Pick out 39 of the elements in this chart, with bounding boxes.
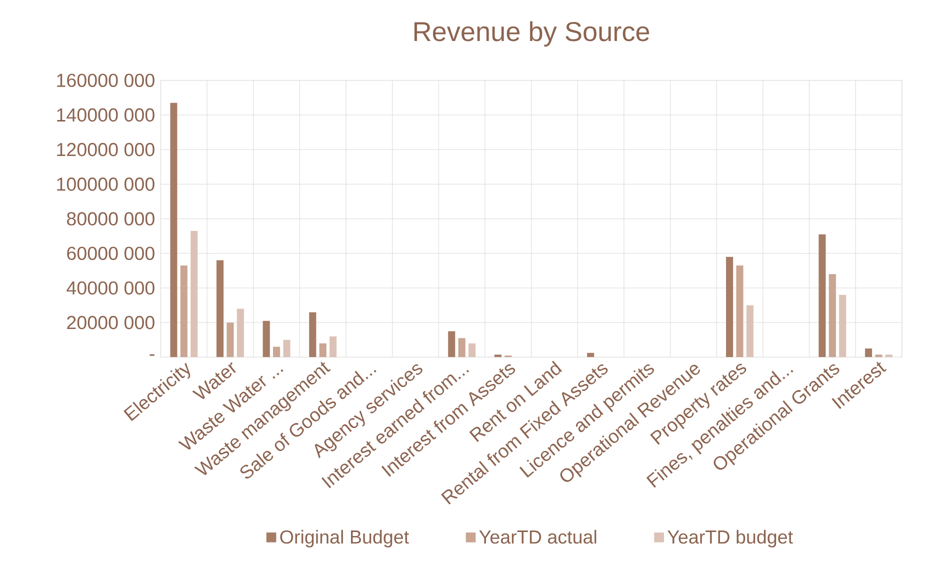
y-tick-label: 60000 000 xyxy=(67,246,154,260)
legend-label: YearTD actual xyxy=(479,530,596,544)
chart-title: Revenue by Source xyxy=(414,21,650,47)
bar xyxy=(190,230,198,358)
bar xyxy=(494,354,502,358)
y-tick-label: 160000 000 xyxy=(57,74,154,88)
bar xyxy=(170,102,178,358)
y-tick-label: 20000 000 xyxy=(67,316,154,330)
y-tick-label: - xyxy=(150,354,154,356)
bar xyxy=(828,274,836,358)
y-tick-label: 40000 000 xyxy=(66,281,154,295)
bar xyxy=(226,322,234,358)
bar xyxy=(736,266,744,358)
y-tick-label: 80000 000 xyxy=(66,212,154,226)
bar xyxy=(458,338,466,358)
bar xyxy=(180,266,188,358)
bar xyxy=(587,352,594,358)
bar xyxy=(262,320,270,358)
bar xyxy=(273,346,280,358)
bar xyxy=(283,340,290,358)
legend-label: YearTD budget xyxy=(668,530,793,548)
bar xyxy=(726,256,734,358)
y-tick-label: 100000 000 xyxy=(57,178,154,191)
bar xyxy=(236,308,244,358)
bar xyxy=(839,294,846,358)
y-tick-label: 120000 000 xyxy=(57,142,154,156)
bar xyxy=(746,305,754,358)
legend-label: Original Budget xyxy=(280,530,409,548)
bar xyxy=(319,343,326,358)
bar xyxy=(818,234,826,358)
y-tick-label: 140000 000 xyxy=(57,108,154,122)
bar xyxy=(216,260,224,358)
bar xyxy=(309,312,316,358)
bar xyxy=(468,343,476,358)
bar xyxy=(330,336,337,358)
bar xyxy=(875,354,882,358)
bar xyxy=(864,348,872,358)
bar xyxy=(448,331,456,358)
bar xyxy=(885,354,892,358)
